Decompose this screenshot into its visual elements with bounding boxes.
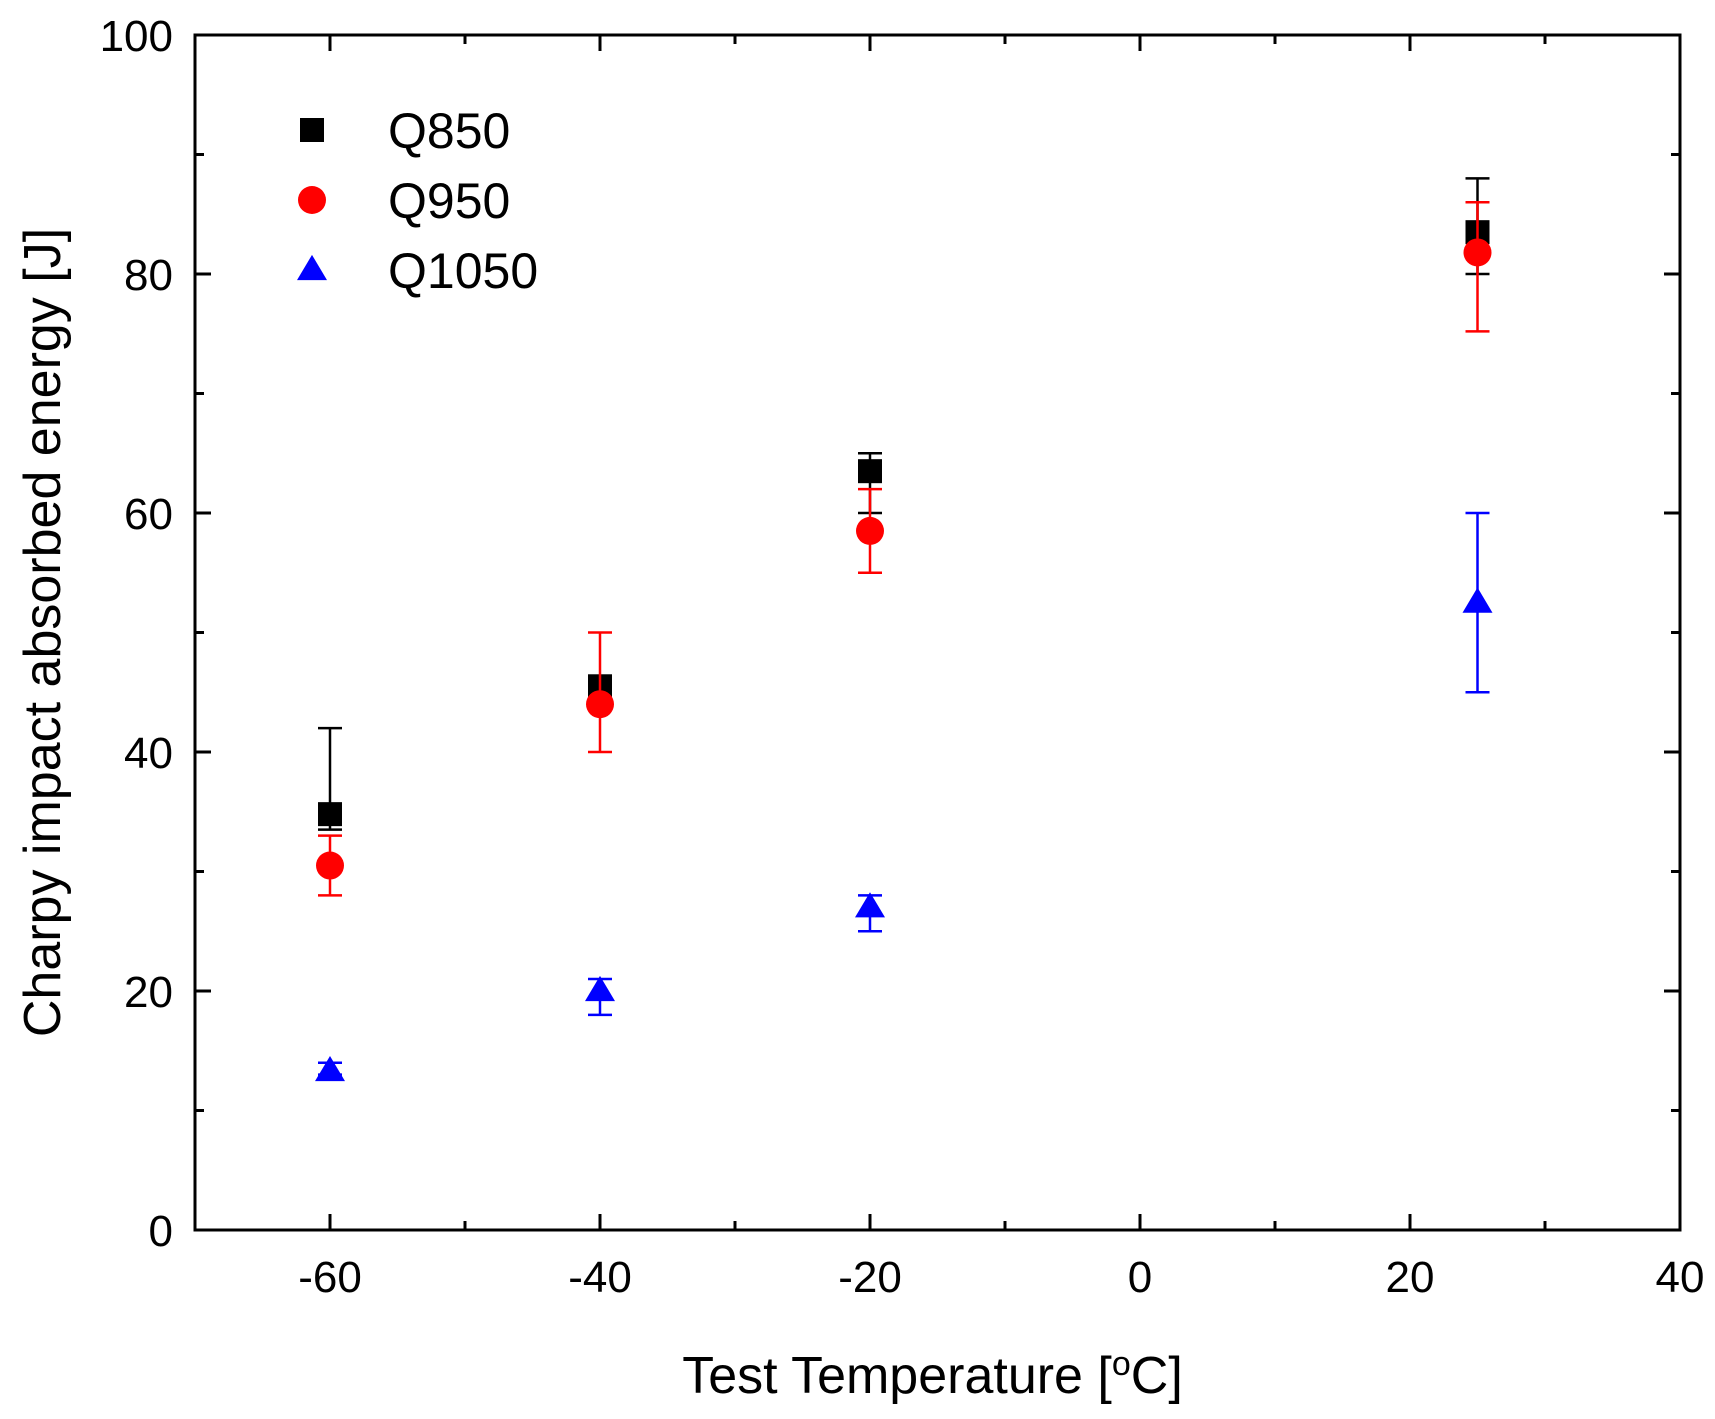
axes: -60 -40 -20 0 20 40 0 20 40 60 80 100	[100, 12, 1705, 1302]
data-point-Q950	[586, 690, 614, 719]
data-point-Q950	[1463, 238, 1492, 267]
x-axis-title-tail: C]	[1131, 1347, 1183, 1405]
legend-label: Q850	[388, 103, 510, 159]
series-Q950	[316, 201, 1492, 897]
data-point-Q1050	[585, 975, 615, 1002]
y-tick-label: 80	[124, 251, 173, 300]
x-tick-label: -60	[298, 1253, 362, 1302]
x-tick-label: -20	[838, 1253, 902, 1302]
x-tick-label: 0	[1128, 1253, 1152, 1302]
data-point-Q1050	[1462, 587, 1493, 613]
plot-marks	[315, 177, 1493, 1082]
y-tick-label: 60	[124, 490, 173, 539]
x-tick-label: -40	[568, 1253, 632, 1302]
data-point-Q950	[856, 516, 884, 545]
series-Q1050	[315, 511, 1493, 1082]
legend-label: Q950	[388, 173, 510, 229]
x-axis-title-main: Test Temperature [	[682, 1347, 1112, 1405]
x-axis-title: Test Temperature [oC]	[682, 1345, 1183, 1405]
x-tick-label: 40	[1656, 1253, 1705, 1302]
data-point-Q850	[318, 802, 342, 827]
y-tick-label: 100	[100, 12, 173, 61]
legend-label: Q1050	[388, 243, 538, 299]
legend-marker-Q850	[300, 118, 324, 142]
y-axis-title: Charpy impact absorbed energy [J]	[14, 228, 72, 1037]
legend-marker-Q950	[298, 186, 326, 214]
data-point-Q1050	[855, 892, 885, 918]
data-point-Q950	[316, 851, 344, 880]
x-tick-label: 20	[1386, 1253, 1435, 1302]
y-tick-label: 20	[124, 968, 173, 1017]
data-point-Q1050	[315, 1055, 345, 1082]
data-point-Q850	[858, 459, 882, 484]
legend: Q850 Q950 Q1050	[297, 103, 538, 299]
y-tick-label: 0	[149, 1207, 173, 1256]
x-axis-title-superscript: o	[1112, 1345, 1131, 1383]
y-tick-label: 40	[124, 729, 173, 778]
legend-marker-Q1050	[297, 254, 327, 281]
